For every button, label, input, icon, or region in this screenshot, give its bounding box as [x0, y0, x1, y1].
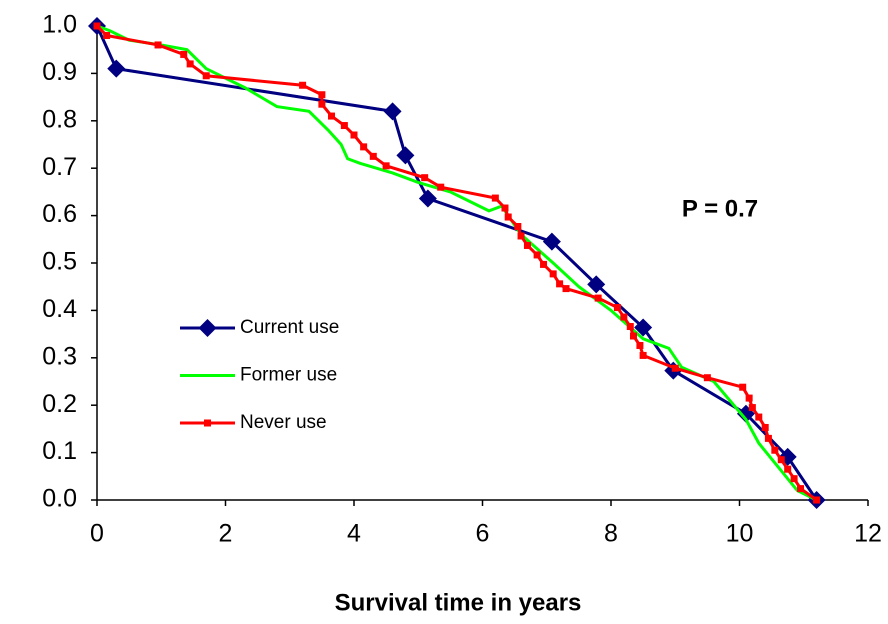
- x-tick-label: 6: [476, 520, 490, 548]
- marker: [523, 241, 531, 249]
- marker: [634, 318, 653, 337]
- marker: [629, 332, 637, 340]
- marker: [755, 413, 763, 421]
- series-line: [96, 24, 818, 502]
- y-tick-label: 0.5: [42, 248, 77, 276]
- marker: [350, 131, 358, 139]
- marker: [784, 465, 792, 473]
- marker: [504, 213, 512, 221]
- y-tick-label: 0.6: [42, 200, 77, 228]
- x-tick-label: 10: [726, 520, 754, 548]
- marker: [186, 60, 194, 68]
- legend-label: Former use: [240, 365, 337, 386]
- marker: [204, 419, 211, 427]
- marker: [671, 364, 679, 372]
- marker: [198, 319, 217, 337]
- marker: [180, 50, 188, 58]
- y-tick-label: 0.9: [42, 58, 77, 86]
- marker: [748, 404, 756, 412]
- marker: [556, 280, 564, 288]
- marker: [501, 204, 509, 212]
- marker: [739, 383, 747, 391]
- marker: [594, 294, 602, 302]
- marker: [421, 174, 429, 182]
- legend-label: Current use: [240, 317, 339, 338]
- marker: [562, 285, 570, 293]
- marker: [107, 59, 126, 78]
- marker: [639, 351, 647, 359]
- marker: [360, 143, 368, 151]
- marker: [813, 496, 821, 504]
- y-tick-label: 0.8: [42, 105, 77, 133]
- marker: [587, 275, 606, 294]
- marker: [93, 22, 101, 30]
- marker: [437, 183, 445, 191]
- x-tick-label: 4: [347, 520, 361, 548]
- marker: [396, 146, 415, 165]
- series-line: [95, 25, 818, 501]
- marker: [790, 475, 798, 483]
- y-tick-label: 0.3: [42, 342, 77, 370]
- marker: [613, 304, 621, 312]
- y-tick-label: 1.0: [42, 11, 77, 39]
- legend-label: Never use: [240, 412, 327, 433]
- marker: [797, 485, 805, 493]
- x-tick-label: 0: [90, 520, 104, 548]
- x-axis-label: Survival time in years: [335, 589, 582, 616]
- marker: [764, 434, 772, 442]
- marker: [533, 251, 541, 259]
- marker: [745, 394, 753, 402]
- marker: [318, 100, 326, 108]
- marker: [514, 223, 522, 231]
- y-tick-label: 0.1: [42, 437, 77, 465]
- marker: [626, 323, 634, 331]
- marker: [761, 423, 769, 431]
- y-tick-label: 0.7: [42, 153, 77, 181]
- marker: [418, 189, 437, 208]
- annotation: P = 0.7: [682, 195, 758, 222]
- marker: [517, 232, 525, 240]
- marker: [771, 446, 779, 454]
- marker: [777, 456, 785, 464]
- x-tick-label: 2: [219, 520, 233, 548]
- x-tick-label: 8: [604, 520, 618, 548]
- marker: [540, 260, 548, 268]
- marker: [491, 194, 499, 202]
- marker: [154, 41, 162, 49]
- marker: [382, 162, 390, 170]
- x-tick-label: 12: [854, 520, 882, 548]
- marker: [369, 152, 377, 160]
- y-tick-label: 0.0: [42, 485, 77, 513]
- marker: [318, 91, 326, 99]
- y-tick-label: 0.4: [42, 295, 77, 323]
- y-tick-label: 0.2: [42, 390, 77, 418]
- marker: [328, 112, 336, 120]
- marker: [340, 122, 348, 130]
- marker: [202, 72, 210, 80]
- marker: [620, 313, 628, 321]
- marker: [636, 341, 644, 349]
- marker: [542, 232, 561, 251]
- marker: [703, 374, 711, 382]
- series-line: [95, 24, 818, 502]
- marker: [299, 81, 307, 89]
- marker: [383, 102, 402, 121]
- marker: [103, 31, 111, 39]
- marker: [549, 270, 557, 278]
